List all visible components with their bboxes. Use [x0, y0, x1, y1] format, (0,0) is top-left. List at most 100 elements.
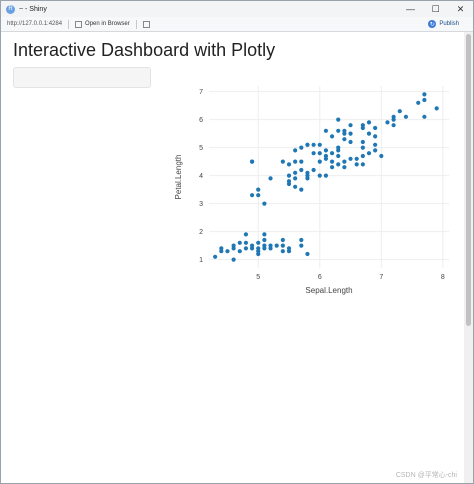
data-point	[274, 243, 279, 248]
data-point	[311, 151, 316, 156]
data-point	[317, 159, 322, 164]
input-select[interactable]	[13, 67, 151, 88]
data-point	[256, 187, 261, 192]
maximize-icon[interactable]: ☐	[431, 3, 440, 14]
data-point	[348, 131, 353, 136]
data-point	[213, 254, 218, 259]
scrollbar-thumb[interactable]	[466, 34, 471, 326]
data-point	[373, 148, 378, 153]
data-point	[342, 159, 347, 164]
data-point	[348, 123, 353, 128]
data-point	[299, 187, 304, 192]
data-point	[231, 243, 236, 248]
data-point	[354, 162, 359, 167]
toolbar-divider	[68, 19, 70, 29]
data-point	[293, 159, 298, 164]
scatter-plot[interactable]: 5 6 7 8 1 2 3 4 5 6 7 Sepal.Length Petal.Length	[169, 76, 455, 308]
data-point	[336, 128, 341, 133]
data-point	[323, 128, 329, 133]
data-point	[299, 159, 304, 164]
minimize-icon[interactable]: —	[406, 4, 415, 14]
data-point	[299, 145, 304, 150]
app-content: Interactive Dashboard with Plotly 5 6 7 8 1 2…	[1, 32, 473, 483]
data-point	[422, 114, 427, 119]
data-point	[249, 243, 255, 248]
url-text: http://127.0.0.1:4284	[7, 21, 63, 27]
data-point	[243, 240, 249, 245]
publish-icon: ↻	[428, 20, 437, 28]
page-title: Interactive Dashboard with Plotly	[13, 40, 276, 60]
data-point	[280, 249, 285, 254]
data-point	[262, 237, 267, 243]
y-tick-label: 2	[199, 229, 203, 236]
data-point	[256, 240, 261, 245]
data-point	[403, 114, 409, 119]
publish-button[interactable]: ↻ Publish	[428, 20, 459, 28]
data-point	[329, 159, 335, 164]
data-point	[299, 167, 304, 173]
vertical-scrollbar[interactable]	[464, 32, 473, 483]
refresh-icon[interactable]	[142, 20, 150, 28]
data-point	[323, 173, 329, 178]
close-icon[interactable]: ✕	[456, 3, 465, 14]
data-point	[348, 139, 353, 145]
data-point	[262, 243, 267, 248]
data-point	[373, 142, 378, 147]
publish-label: Publish	[439, 21, 459, 27]
toolbar-divider	[135, 19, 137, 29]
viewer-toolbar: http://127.0.0.1:4284 Open in Browser ↻ …	[1, 17, 473, 32]
y-tick-label: 5	[199, 145, 203, 152]
data-point	[317, 173, 322, 178]
data-point	[311, 167, 316, 173]
data-point	[354, 156, 359, 161]
data-point	[360, 139, 365, 145]
data-point	[434, 106, 439, 111]
data-point	[237, 249, 242, 254]
data-point	[256, 249, 261, 254]
data-point	[342, 165, 347, 170]
data-point	[366, 151, 372, 156]
data-point	[305, 142, 310, 147]
data-point	[280, 159, 285, 164]
data-point	[329, 151, 335, 156]
data-point	[373, 134, 378, 139]
x-tick-label: 6	[318, 274, 322, 281]
data-point	[317, 142, 322, 147]
data-point	[336, 117, 341, 122]
data-point	[336, 145, 341, 150]
r-icon: R	[6, 4, 15, 14]
data-point	[219, 249, 224, 254]
data-point	[373, 125, 378, 131]
data-point	[293, 148, 298, 153]
data-point	[360, 153, 365, 159]
plot-svg[interactable]: 5 6 7 8 1 2 3 4 5 6 7 Sepal.Length Petal.Length	[169, 76, 455, 308]
data-point	[379, 153, 384, 159]
data-point	[293, 184, 298, 189]
y-tick-label: 3	[199, 201, 203, 208]
data-point	[305, 176, 310, 181]
data-point	[336, 153, 341, 159]
data-point	[397, 109, 402, 114]
data-point	[366, 131, 372, 136]
data-point	[391, 114, 396, 119]
data-point	[342, 131, 347, 136]
data-point	[262, 201, 267, 206]
data-point	[391, 123, 396, 128]
data-point	[342, 137, 347, 142]
data-point	[348, 156, 353, 161]
x-tick-label: 7	[379, 274, 383, 281]
open-in-browser-button[interactable]: Open in Browser	[75, 20, 130, 28]
data-point	[329, 134, 335, 139]
data-point	[249, 193, 255, 198]
data-point	[360, 123, 365, 128]
data-point	[317, 151, 322, 156]
data-point	[416, 100, 421, 105]
data-point	[268, 176, 273, 181]
data-point	[336, 162, 341, 167]
data-point	[385, 120, 390, 125]
y-tick-label: 4	[199, 173, 203, 180]
data-point	[293, 170, 298, 175]
data-point	[256, 193, 261, 198]
data-point	[286, 162, 292, 167]
